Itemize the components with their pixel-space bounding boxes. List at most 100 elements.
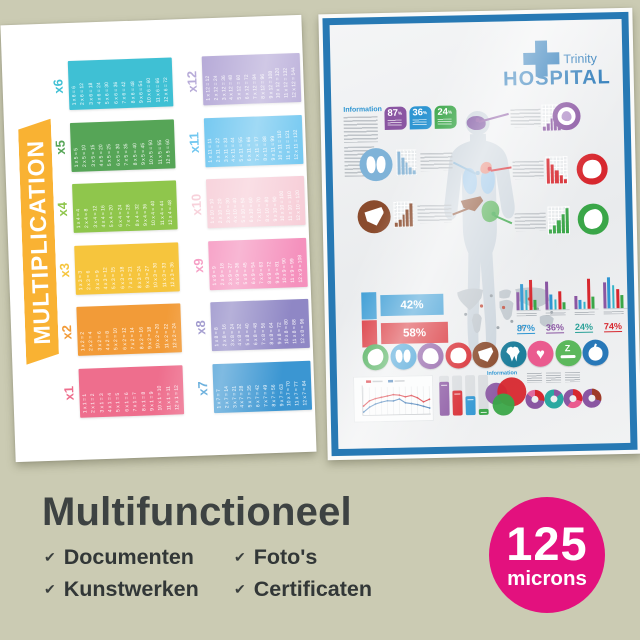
mult-fact: 6 x 4 = 24	[117, 204, 124, 227]
mult-column-label-x1: x1	[61, 385, 77, 401]
feature-list-right: ✔ Foto's ✔ Certificaten	[234, 545, 372, 602]
donut-chart-3	[563, 388, 583, 408]
information-heading-2: Information	[486, 370, 518, 377]
mult-fact: 3 x 5 = 15	[89, 144, 97, 167]
stat-label: 36%	[545, 321, 565, 334]
mult-fact: 4 x 6 = 24	[96, 82, 103, 105]
mult-fact: 12 x 6 = 72	[162, 77, 170, 103]
mult-column-label-x11: x11	[186, 131, 203, 154]
feature-label: Foto's	[253, 545, 318, 569]
mult-fact: 12 x 10 = 120	[294, 190, 302, 221]
mult-fact: 1 x 12 = 12	[204, 75, 212, 101]
mult-fact: 12 x 4 = 48	[167, 200, 175, 226]
mult-fact: 5 x 1 = 5	[115, 392, 122, 412]
mult-fact: 2 x 1 = 2	[90, 392, 97, 413]
mult-fact: 7 x 10 = 70	[256, 196, 263, 223]
mult-fact: 3 x 3 = 9	[94, 269, 101, 290]
mult-fact: 3 x 2 = 6	[96, 331, 104, 351]
heart-organ-glyph	[448, 346, 468, 365]
mult-fact: 2 x 2 = 4	[88, 331, 95, 352]
mult-fact: 8 x 11 = 88	[261, 135, 269, 161]
lungs-glyph	[395, 349, 411, 365]
stat-text-stub	[603, 310, 624, 315]
stat-text-stub	[574, 311, 595, 316]
mult-fact: 4 x 1 = 4	[106, 392, 114, 412]
mult-fact: 8 x 4 = 32	[133, 204, 141, 227]
mult-fact: 1 x 10 = 10	[209, 198, 217, 224]
mult-fact: 9 x 5 = 45	[140, 142, 147, 165]
mult-fact: 2 x 6 = 12	[79, 82, 87, 106]
mult-fact: 4 x 5 = 20	[98, 143, 106, 167]
badge-unit: %	[422, 110, 428, 116]
mult-fact: 9 x 3 = 27	[144, 265, 152, 288]
mult-column-x10: 1 x 10 = 10 2 x 10 = 20 3 x 10 = 30 4 x 10 …	[205, 175, 306, 229]
stat-bar-groups: 87% 36% 24% 74%	[515, 274, 628, 336]
apple-icon	[582, 339, 609, 366]
percentage-badge-36: 36%	[409, 105, 432, 130]
mult-fact: 8 x 3 = 24	[135, 265, 143, 288]
mult-fact: 11 x 2 = 22	[163, 323, 170, 349]
badge-value: 36%	[412, 107, 428, 119]
thickness-badge: 125 microns	[489, 497, 605, 613]
mult-fact: 8 x 5 = 40	[131, 142, 139, 165]
mult-fact: 5 x 5 = 25	[106, 143, 114, 166]
mult-fact: 8 x 2 = 16	[138, 326, 145, 350]
mult-fact: 10 x 2 = 20	[154, 323, 162, 349]
apple-glyph	[588, 346, 603, 361]
mult-fact: 7 x 1 = 7	[132, 391, 139, 412]
mult-fact: 2 x 5 = 10	[81, 144, 89, 167]
mult-column-label-x5: x5	[52, 139, 69, 155]
mult-fact: 2 x 11 = 22	[214, 137, 222, 162]
feature-label: Certificaten	[253, 577, 373, 601]
poster-frame: Trinity HOSPITAL Information 87% 36% 24%	[322, 11, 638, 457]
check-icon: ✔	[44, 549, 56, 565]
mult-fact: 10 x 3 = 30	[152, 262, 160, 288]
mult-fact: 6 x 9 = 54	[250, 261, 258, 284]
mult-fact: 10 x 5 = 50	[148, 139, 156, 165]
stat-label: 24%	[574, 321, 594, 333]
donut-chart-2	[544, 389, 564, 409]
mult-fact: 7 x 9 = 63	[258, 261, 266, 284]
mult-column-label-x6: x6	[50, 78, 66, 94]
mult-fact: 7 x 8 = 56	[260, 322, 268, 345]
callout-dot	[469, 204, 473, 208]
check-icon: ✔	[234, 581, 246, 597]
liver-callout-text-stub	[417, 204, 452, 224]
stat-text-stub	[516, 312, 537, 317]
mult-fact: 6 x 10 = 60	[248, 197, 256, 223]
liver-mini-chart	[393, 201, 414, 228]
heart-glyph	[533, 346, 549, 362]
mult-column-label-x7: x7	[195, 381, 211, 397]
mult-fact: 9 x 4 = 36	[142, 203, 149, 227]
mult-fact: 6 x 1 = 6	[123, 391, 131, 412]
mult-fact: 8 x 9 = 72	[266, 260, 273, 284]
thickness-value: 125	[506, 516, 588, 570]
feature-label: Kunstwerken	[63, 577, 199, 601]
mult-fact: 8 x 6 = 48	[129, 81, 137, 104]
mult-fact: 12 x 12 = 144	[290, 67, 298, 98]
mult-fact: 2 x 12 = 24	[212, 75, 220, 101]
mult-fact: 2 x 10 = 20	[216, 198, 224, 224]
mult-fact: 1 x 2 = 2	[79, 331, 87, 352]
mult-fact: 6 x 2 = 12	[121, 327, 129, 350]
mult-column-label-x10: x10	[188, 193, 205, 216]
mult-fact: 10 x 1 = 10	[156, 385, 164, 411]
mult-fact: 12 x 11 = 132	[292, 128, 300, 160]
feature-kunstwerken: ✔ Kunstwerken	[44, 577, 199, 602]
mult-fact: 11 x 3 = 33	[160, 262, 168, 287]
mult-fact: 1 x 5 = 5	[73, 147, 80, 167]
mult-fact: 11 x 5 = 55	[156, 139, 164, 164]
female-percentage: 58%	[380, 321, 449, 345]
stat-group-74%: 74%	[602, 274, 628, 334]
feature-label: Documenten	[63, 545, 194, 569]
mult-fact: 6 x 12 = 72	[243, 74, 251, 100]
mult-column-x11: 1 x 11 = 11 2 x 11 = 22 3 x 11 = 33 4 x 11 …	[203, 114, 304, 167]
mult-fact: 1 x 8 = 8	[213, 327, 221, 347]
mult-fact: 12 x 3 = 36	[169, 261, 177, 287]
